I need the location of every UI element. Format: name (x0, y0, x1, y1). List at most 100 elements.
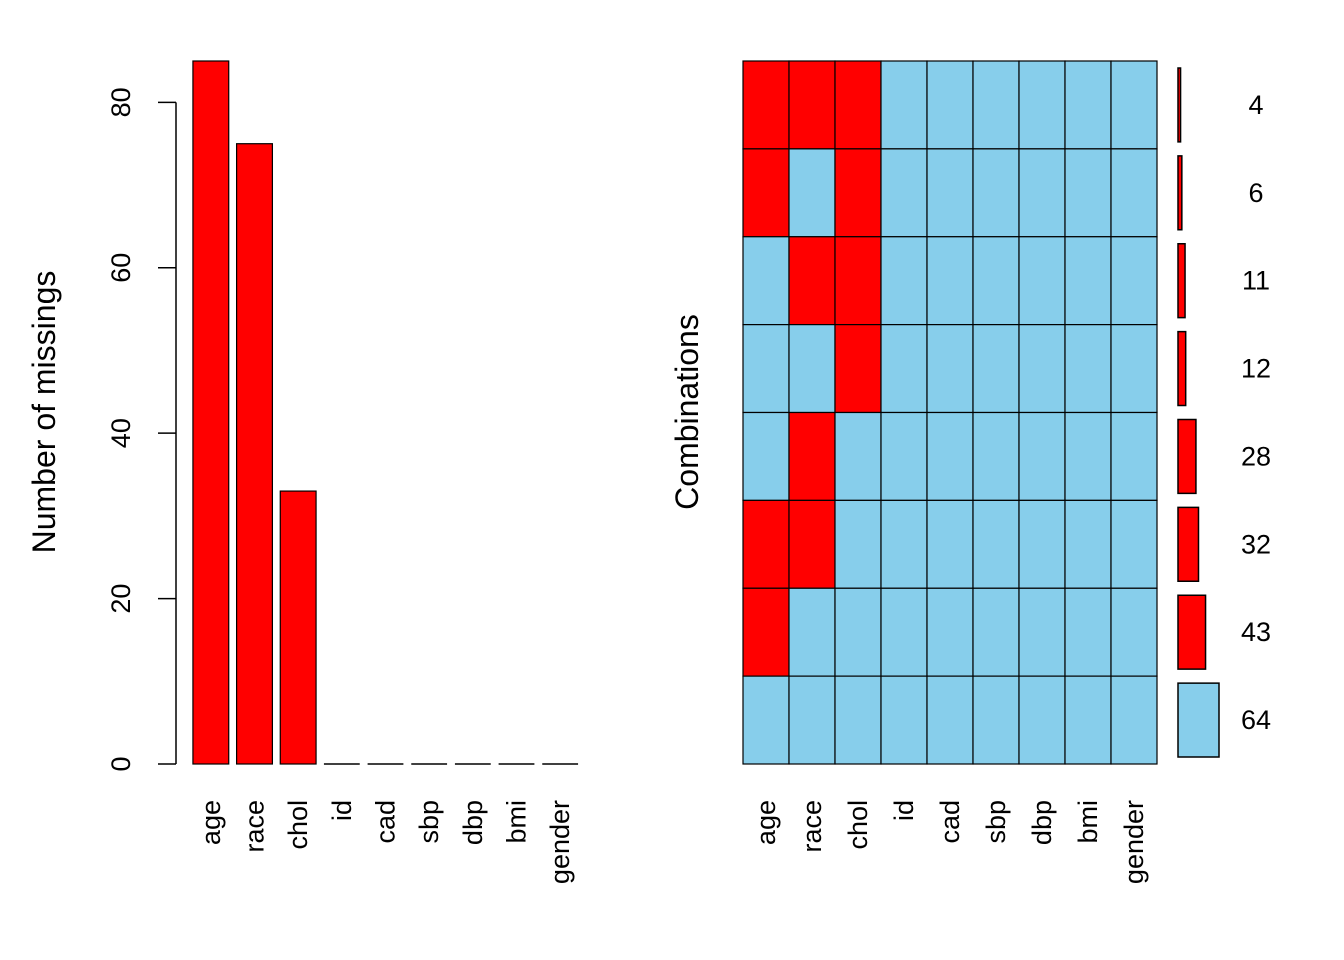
bar-chol (279, 490, 317, 765)
cell-gender-row7 (1110, 587, 1158, 677)
frequency-label-7: 43 (1241, 617, 1271, 647)
cell-bmi-row3 (1064, 236, 1112, 326)
y-tick-label: 20 (106, 584, 136, 614)
x-tick-label-gender: gender (545, 800, 575, 884)
frequency-bar-6 (1177, 506, 1200, 582)
cell-age-row8 (742, 675, 790, 765)
cell-dbp-row3 (1018, 236, 1066, 326)
cell-race-row1 (788, 60, 836, 150)
cell-age-row2 (742, 148, 790, 238)
cell-dbp-row2 (1018, 148, 1066, 238)
x-tick-label-chol: chol (283, 800, 313, 850)
cell-race-row6 (788, 499, 836, 589)
heatmap-x-label-id: id (889, 800, 919, 821)
cell-chol-row1 (834, 60, 882, 150)
cell-race-row3 (788, 236, 836, 326)
cell-sbp-row3 (972, 236, 1020, 326)
y-tick-label: 80 (106, 87, 136, 117)
frequency-label-2: 6 (1248, 178, 1263, 208)
cell-chol-row4 (834, 324, 882, 414)
x-tick-label-age: age (196, 800, 226, 845)
cell-age-row5 (742, 411, 790, 501)
frequency-label-3: 11 (1242, 266, 1270, 296)
cell-dbp-row8 (1018, 675, 1066, 765)
bar-race (235, 143, 274, 765)
heatmap-x-label-race: race (797, 800, 827, 853)
heatmap-x-label-cad: cad (935, 800, 965, 844)
cell-sbp-row7 (972, 587, 1020, 677)
frequency-bar-1 (1177, 67, 1182, 143)
cell-bmi-row6 (1064, 499, 1112, 589)
cell-id-row4 (880, 324, 928, 414)
cell-age-row4 (742, 324, 790, 414)
cell-sbp-row1 (972, 60, 1020, 150)
cell-sbp-row2 (972, 148, 1020, 238)
frequency-bar-5 (1177, 418, 1197, 495)
cell-bmi-row2 (1064, 148, 1112, 238)
y-tick-label: 60 (106, 253, 136, 283)
frequency-bar-2 (1177, 155, 1183, 231)
frequency-label-6: 32 (1241, 529, 1271, 559)
cell-race-row7 (788, 587, 836, 677)
cell-bmi-row8 (1064, 675, 1112, 765)
cell-cad-row1 (926, 60, 974, 150)
cell-bmi-row7 (1064, 587, 1112, 677)
heatmap-x-label-age: age (751, 800, 781, 845)
frequency-label-5: 28 (1241, 441, 1271, 471)
cell-chol-row7 (834, 587, 882, 677)
cell-chol-row3 (834, 236, 882, 326)
cell-chol-row8 (834, 675, 882, 765)
cell-id-row1 (880, 60, 928, 150)
y-axis-title-missings: Number of missings (26, 271, 62, 554)
cell-id-row6 (880, 499, 928, 589)
x-tick-label-bmi: bmi (502, 800, 532, 844)
cell-sbp-row4 (972, 324, 1020, 414)
cell-race-row2 (788, 148, 836, 238)
frequency-bar-8 (1177, 682, 1220, 758)
x-tick-label-sbp: sbp (414, 800, 444, 844)
cell-id-row8 (880, 675, 928, 765)
cell-bmi-row4 (1064, 324, 1112, 414)
cell-dbp-row5 (1018, 411, 1066, 501)
cell-cad-row8 (926, 675, 974, 765)
cell-dbp-row4 (1018, 324, 1066, 414)
heatmap-x-label-bmi: bmi (1073, 800, 1103, 844)
cell-age-row7 (742, 587, 790, 677)
cell-gender-row5 (1110, 411, 1158, 501)
x-tick-label-race: race (240, 800, 270, 853)
cell-gender-row2 (1110, 148, 1158, 238)
heatmap-x-label-sbp: sbp (981, 800, 1011, 844)
frequency-label-4: 12 (1241, 354, 1271, 384)
cell-bmi-row1 (1064, 60, 1112, 150)
cell-age-row1 (742, 60, 790, 150)
cell-gender-row3 (1110, 236, 1158, 326)
cell-dbp-row7 (1018, 587, 1066, 677)
y-tick-label: 40 (106, 418, 136, 448)
cell-race-row5 (788, 411, 836, 501)
frequency-bar-3 (1177, 243, 1186, 319)
cell-age-row6 (742, 499, 790, 589)
cell-bmi-row5 (1064, 411, 1112, 501)
cell-id-row7 (880, 587, 928, 677)
cell-gender-row4 (1110, 324, 1158, 414)
cell-chol-row6 (834, 499, 882, 589)
y-axis-title-combinations: Combinations (669, 314, 705, 510)
cell-chol-row2 (834, 148, 882, 238)
cell-cad-row5 (926, 411, 974, 501)
heatmap-x-label-chol: chol (843, 800, 873, 850)
cell-cad-row2 (926, 148, 974, 238)
x-tick-label-id: id (327, 800, 357, 821)
cell-sbp-row5 (972, 411, 1020, 501)
bar-age (192, 60, 230, 765)
cell-race-row4 (788, 324, 836, 414)
frequency-bar-4 (1177, 330, 1187, 407)
cell-sbp-row8 (972, 675, 1020, 765)
frequency-bar-7 (1177, 594, 1207, 670)
cell-dbp-row1 (1018, 60, 1066, 150)
cell-id-row2 (880, 148, 928, 238)
y-tick-label: 0 (106, 756, 136, 771)
frequency-label-1: 4 (1248, 90, 1263, 120)
cell-age-row3 (742, 236, 790, 326)
frequency-label-8: 64 (1241, 705, 1271, 735)
